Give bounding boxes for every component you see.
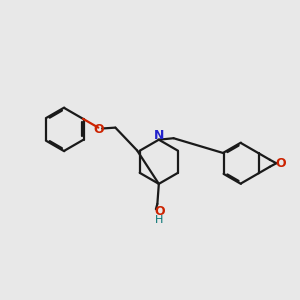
Text: O: O [154, 205, 165, 218]
Text: O: O [93, 123, 104, 136]
Text: O: O [276, 157, 286, 170]
Text: H: H [155, 215, 164, 225]
Text: N: N [154, 129, 164, 142]
